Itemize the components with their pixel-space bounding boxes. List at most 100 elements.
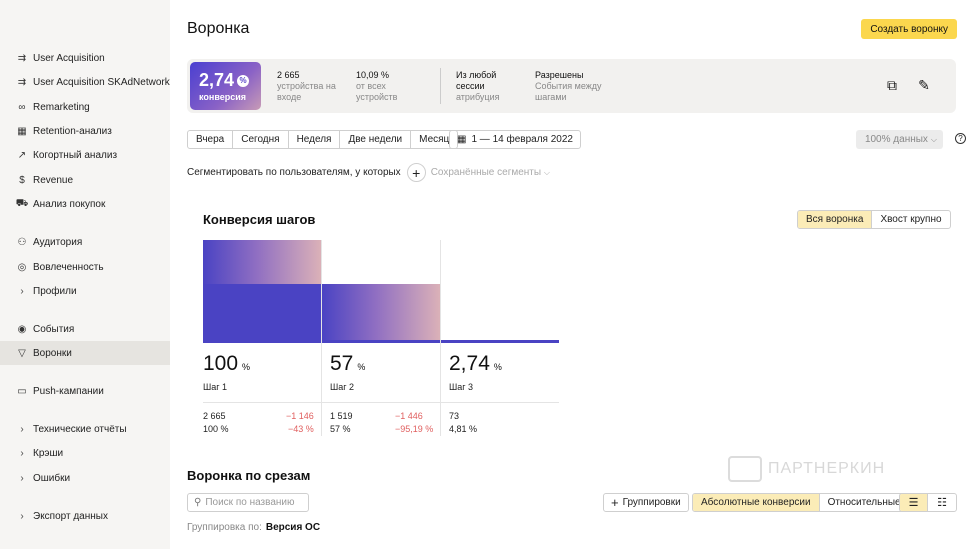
sidebar-item-label: Retention-анализ (33, 125, 112, 137)
date-range-button[interactable]: ▦ 1 — 14 февраля 2022 (449, 130, 581, 149)
sidebar-item-label: Revenue (33, 174, 74, 186)
sidebar-item-label: User Acquisition (33, 52, 105, 64)
period-yesterday[interactable]: Вчера (188, 131, 234, 148)
groupings-button[interactable]: + Группировки (603, 493, 689, 512)
sidebar-item-export[interactable]: › Экспорт данных (0, 504, 170, 528)
step-name: Шаг 1 (203, 382, 228, 392)
help-icon[interactable]: ? (955, 133, 966, 144)
sidebar-item-cohort[interactable]: ↗ Когортный анализ (0, 143, 170, 167)
sidebar-item-user-acquisition[interactable]: ⇉ User Acquisition (0, 46, 170, 70)
cart-icon: ⛟ (15, 197, 29, 209)
summary-panel: 2,74% конверсия 2 665 устройства на вход… (187, 59, 956, 113)
segmentation-row: Сегментировать по пользователям, у котор… (187, 163, 550, 182)
edit-icon[interactable]: ✎ (918, 76, 930, 93)
step-1-lost: −1 146 (286, 411, 314, 421)
devices-value: 2 665 (277, 70, 300, 80)
sidebar-item-revenue[interactable]: $ Revenue (0, 168, 170, 192)
data-sample-value: 100% данных (864, 134, 928, 145)
sidebar-item-push[interactable]: ▭ Push-кампании (0, 379, 170, 403)
tree-view-icon[interactable]: ☷ (937, 497, 947, 509)
chevron-down-icon: ⌵ (930, 134, 937, 144)
step-2-count-pct: 57 % (330, 424, 351, 434)
step-3-count-pct: 4,81 % (449, 424, 478, 434)
sidebar-item-label: Remarketing (33, 101, 90, 113)
sidebar-item-retention[interactable]: ▦ Retention-анализ (0, 119, 170, 143)
percent-sign: % (493, 362, 502, 372)
chevron-right-icon: › (20, 472, 24, 484)
chart-icon: ↗ (17, 149, 27, 161)
sidebar-item-label: Технические отчёты (33, 423, 127, 435)
step-separator (203, 402, 559, 403)
conversion-value: 2,74 (199, 70, 235, 90)
step-2-lost-pct: −95,19 % (395, 424, 434, 434)
percent-sign: % (357, 362, 366, 372)
copy-icon[interactable]: ⧉ (887, 76, 897, 93)
step-3: 2,74% Шаг 3 (449, 352, 502, 392)
share-stat: 10,09 % от всех устройств (356, 70, 422, 103)
devices-stat: 2 665 устройства на входе (277, 70, 339, 103)
sidebar-item-funnels[interactable]: ▽ Воронки (0, 341, 170, 365)
main-content: Воронка Создать воронку 2,74% конверсия … (170, 0, 974, 549)
sidebar-item-purchases[interactable]: ⛟ Анализ покупок (0, 192, 170, 216)
sidebar-item-events[interactable]: ◉ События (0, 317, 170, 341)
engagement-icon: ◎ (17, 261, 27, 273)
create-funnel-button[interactable]: Создать воронку (861, 19, 957, 39)
session-value: Из любой сессии (456, 70, 497, 91)
watermark-logo-icon (728, 456, 762, 482)
funnel-dropoff (322, 284, 440, 340)
list-view-icon[interactable]: ☰ (900, 494, 928, 511)
message-icon: ▭ (17, 385, 27, 397)
add-segment-button[interactable]: + (406, 163, 426, 182)
date-range: 1 — 14 февраля 2022 (471, 134, 573, 145)
sidebar-item-tech-reports[interactable]: › Технические отчёты (0, 417, 170, 441)
sidebar-item-errors[interactable]: › Ошибки (0, 466, 170, 490)
column-divider (440, 240, 441, 436)
sidebar-item-audience[interactable]: ⚇ Аудитория (0, 230, 170, 254)
percent-icon: % (237, 74, 250, 87)
data-sample-select[interactable]: 100% данных ⌵ (855, 130, 943, 149)
period-month[interactable]: Месяц (419, 134, 450, 145)
saved-segments-dropdown[interactable]: Сохранённые сегменты ⌵ (431, 167, 550, 178)
funnel-icon: ▽ (18, 347, 26, 359)
funnel-dropoff (203, 240, 321, 284)
plus-icon: + (412, 164, 421, 181)
remarketing-icon: ∞ (18, 101, 26, 113)
sidebar-item-remarketing[interactable]: ∞ Remarketing (0, 95, 170, 119)
sidebar-item-label: Воронки (33, 347, 72, 359)
step-1-count-pct: 100 % (203, 424, 229, 434)
allowed-sub: События между шагами (535, 81, 602, 102)
sidebar-item-label: Экспорт данных (33, 510, 108, 522)
period-two-weeks[interactable]: Две недели (340, 131, 412, 148)
step-name: Шаг 2 (330, 382, 355, 392)
sidebar-item-engagement[interactable]: ◎ Вовлеченность (0, 255, 170, 279)
sidebar-item-crashes[interactable]: › Крэши (0, 441, 170, 465)
funnel-chart (203, 240, 559, 343)
audience-icon: ⚇ (17, 236, 27, 248)
search-icon: ⚲ (194, 497, 202, 508)
mode-absolute[interactable]: Абсолютные конверсии (693, 494, 820, 511)
events-icon: ◉ (17, 323, 27, 335)
slice-search[interactable]: ⚲ (187, 493, 309, 512)
sidebar-item-label: Крэши (33, 447, 64, 459)
sidebar-item-profiles[interactable]: › Профили (0, 279, 170, 303)
saved-segments-label: Сохранённые сегменты (430, 167, 542, 178)
step-name: Шаг 3 (449, 382, 474, 392)
sidebar-item-label: Аудитория (33, 236, 83, 248)
step-2-lost: −1 446 (395, 411, 423, 421)
toggle-whole-funnel[interactable]: Вся воронка (798, 211, 873, 228)
sidebar-item-skadnetwork[interactable]: ⇉ User Acquisition SKAdNetwork (0, 70, 170, 94)
period-week[interactable]: Неделя (289, 131, 341, 148)
sidebar-item-label: События (33, 323, 75, 335)
sidebar-item-label: Вовлеченность (33, 261, 104, 273)
period-today[interactable]: Сегодня (233, 131, 289, 148)
mode-relative[interactable]: Относительные (827, 497, 901, 508)
search-input[interactable] (205, 497, 301, 508)
slices-title: Воронка по срезам (187, 468, 311, 483)
sidebar-item-label: Ошибки (33, 472, 71, 484)
chevron-right-icon: › (20, 285, 24, 297)
percent-sign: % (242, 362, 251, 372)
step-2: 57% Шаг 2 (330, 352, 365, 392)
segmentation-label: Сегментировать по пользователям, у котор… (187, 167, 401, 178)
conversion-label: конверсия (199, 92, 247, 102)
toggle-tail-zoom[interactable]: Хвост крупно (880, 214, 942, 225)
